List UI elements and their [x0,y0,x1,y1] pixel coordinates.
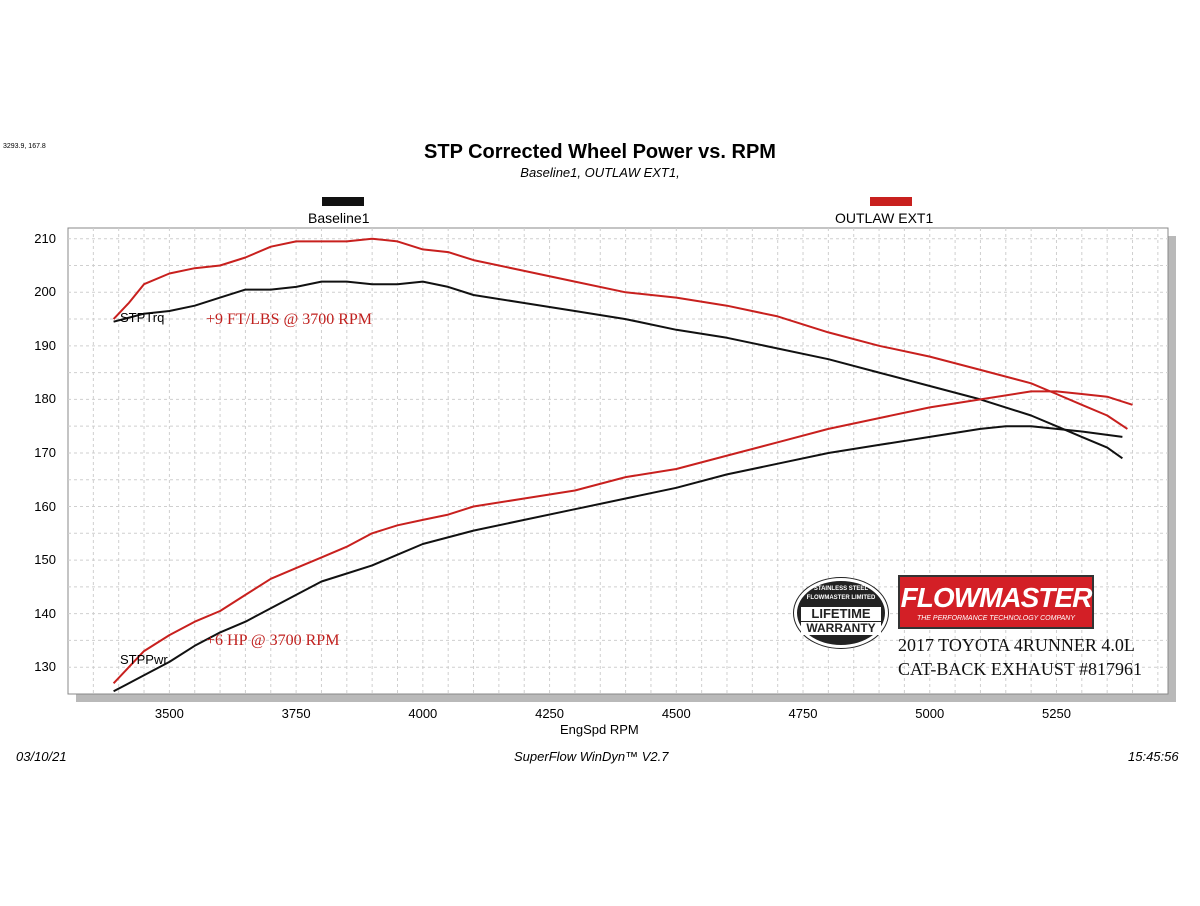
y-tick-label: 130 [34,659,56,675]
legend-swatch-outlaw [870,197,912,206]
x-tick-label: 5000 [915,706,945,721]
footer-time: 15:45:56 [1128,749,1179,764]
logo-tagline: THE PERFORMANCE TECHNOLOGY COMPANY [916,615,1076,622]
x-tick-label: 5250 [1042,706,1071,721]
chart-title: STP Corrected Wheel Power vs. RPM [424,141,776,163]
series-line-outlaw-ext1-stppwr [112,390,1133,684]
vehicle-caption: 2017 TOYOTA 4RUNNER 4.0L [898,635,1135,655]
y-tick-label: 140 [34,605,56,621]
footer-date: 03/10/21 [16,749,67,764]
series-lines [112,237,1133,693]
badge-line-3: LIFETIME [801,607,881,621]
y-tick-label: 200 [34,284,56,300]
x-tick-label: 4250 [535,706,565,721]
x-tick-label: 3750 [281,706,311,721]
power-curve-label: STPPwr [120,652,168,667]
legend-label-outlaw: OUTLAW EXT1 [835,210,934,226]
y-tick-label: 180 [34,391,56,407]
part-caption: CAT-BACK EXHAUST #817961 [898,659,1143,679]
y-tick-label: 210 [34,230,56,246]
footer-software: SuperFlow WinDyn™ V2.7 [514,749,669,764]
x-tick-label: 4750 [788,706,818,721]
badge-line-4: WARRANTY [801,622,881,635]
chart-subtitle: Baseline1, OUTLAW EXT1, [520,165,680,180]
series-line-baseline1-stptrq [113,280,1123,460]
badge-line-1: STAINLESS STEEL [813,586,869,592]
y-tick-label: 190 [34,337,56,353]
y-tick-label: 150 [34,552,56,568]
flowmaster-logo: FLOWMASTER THE PERFORMANCE TECHNOLOGY CO… [898,575,1094,629]
torque-curve-label: STPTrq [120,310,165,325]
hp-gain-annotation: +6 HP @ 3700 RPM [206,632,340,649]
series-line-baseline1-stppwr [113,425,1123,693]
y-tick-label: 160 [34,498,56,514]
y-tick-label: 170 [34,444,56,460]
legend-label-baseline: Baseline1 [308,210,370,226]
x-tick-label: 4000 [408,706,438,721]
x-tick-label: 4500 [661,706,691,721]
x-axis-label: EngSpd RPM [560,722,639,737]
series-line-outlaw-ext1-stptrq [112,237,1128,430]
legend-swatch-baseline [322,197,364,206]
badge-line-2: FLOWMASTER LIMITED [806,595,876,601]
logo-text: FLOWMASTER [900,582,1093,613]
cursor-readout: 3293.9, 167.8 [3,143,46,150]
lifetime-warranty-badge: STAINLESS STEEL FLOWMASTER LIMITED LIFET… [794,578,888,648]
x-tick-label: 3500 [154,706,184,721]
torque-gain-annotation: +9 FT/LBS @ 3700 RPM [206,311,373,328]
